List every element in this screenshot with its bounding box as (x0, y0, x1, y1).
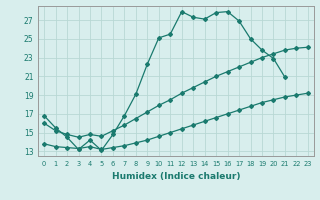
X-axis label: Humidex (Indice chaleur): Humidex (Indice chaleur) (112, 172, 240, 181)
